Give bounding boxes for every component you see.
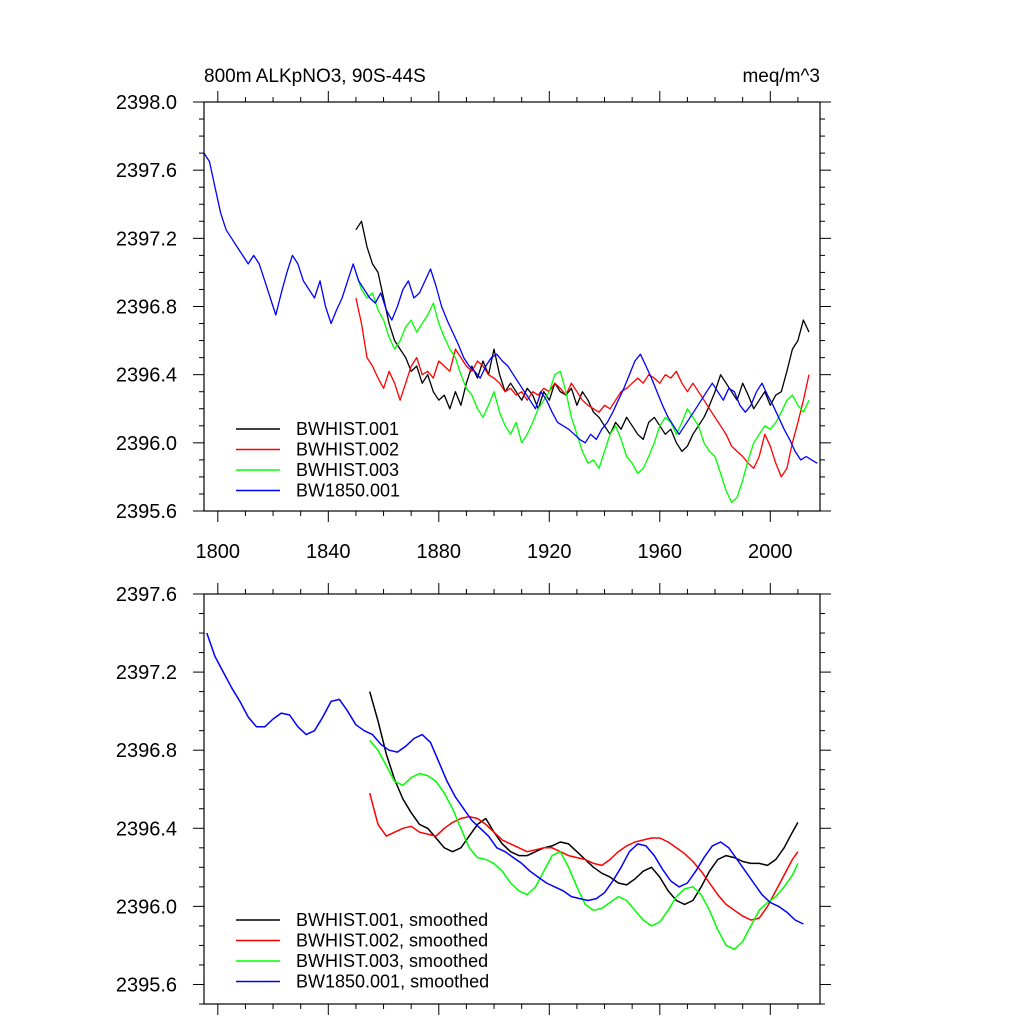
- y-tick-label: 2396.4: [116, 818, 177, 840]
- top-panel-series: [203, 152, 818, 504]
- legend-label: BW1850.001: [296, 481, 400, 501]
- y-tick-label: 2396.0: [116, 896, 177, 918]
- top-panel-frame: [203, 101, 821, 512]
- y-tick-label: 2397.6: [116, 584, 177, 606]
- legend-label: BWHIST.001, smoothed: [296, 910, 488, 930]
- y-tick-label: 2396.8: [116, 740, 177, 762]
- bottom-panel-frame: [203, 593, 821, 1005]
- y-tick-label: 2395.6: [116, 974, 177, 996]
- series-line-bwhist-002-smoothed: [368, 792, 799, 921]
- y-tick-label: 2396.4: [116, 365, 177, 387]
- series-line-bwhist-003-smoothed: [369, 739, 799, 951]
- y-tick-label: 2397.2: [116, 662, 177, 684]
- legend-label: BWHIST.003: [296, 460, 399, 480]
- top-panel-ticks: 1800 1840 1880 1920 1960 2000 2395.6 2396.0 2396…: [116, 91, 831, 563]
- top-panel: 800m ALKpNO3, 90S-44S meq/m^3 1800 1840 18…: [116, 66, 831, 563]
- y-tick-label: 2396.8: [116, 297, 177, 319]
- y-tick-label: 2397.6: [116, 160, 177, 182]
- legend-label: BWHIST.002, smoothed: [296, 931, 488, 951]
- y-tick-label: 2395.6: [116, 501, 177, 523]
- series-line-bw1850-001: [203, 152, 818, 464]
- legend-label: BW1850.001, smoothed: [296, 972, 489, 992]
- x-tick-label: 1840: [306, 541, 351, 563]
- x-tick-label: 1880: [417, 541, 462, 563]
- y-tick-label: 2396.0: [116, 433, 177, 455]
- series-line-bwhist-002: [355, 297, 810, 478]
- series-line-bw1850-001-smoothed: [206, 632, 804, 925]
- bottom-panel: 2395.6 2396.0 2396.4 2396.8 2397.2 2397.6 BWH…: [116, 583, 831, 1015]
- bottom-panel-ticks: 2395.6 2396.0 2396.4 2396.8 2397.2 2397.6: [116, 583, 831, 1015]
- x-tick-label: 1960: [638, 541, 683, 563]
- top-panel-title: 800m ALKpNO3, 90S-44S: [204, 66, 426, 87]
- y-tick-label: 2398.0: [116, 92, 177, 114]
- legend-label: BWHIST.001: [296, 419, 399, 439]
- top-panel-units: meq/m^3: [742, 66, 820, 87]
- x-tick-label: 1920: [527, 541, 572, 563]
- y-tick-label: 2397.2: [116, 228, 177, 250]
- series-line-bwhist-001: [355, 220, 810, 453]
- x-tick-label: 2000: [748, 541, 793, 563]
- series-line-bwhist-003: [355, 272, 810, 504]
- bottom-panel-series: [206, 632, 804, 951]
- legend-label: BWHIST.003, smoothed: [296, 951, 488, 971]
- legend-label: BWHIST.002: [296, 440, 399, 460]
- x-tick-label: 1800: [196, 541, 241, 563]
